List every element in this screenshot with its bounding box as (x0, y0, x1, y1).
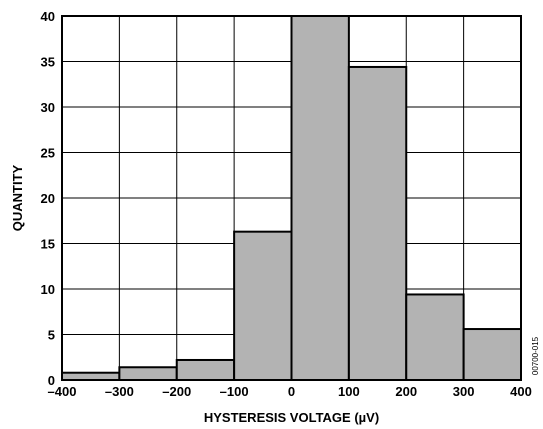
x-tick-label: 100 (338, 384, 360, 399)
y-tick-label: 30 (41, 100, 55, 115)
y-axis-title: QUANTITY (10, 164, 25, 231)
figure-id: 00700-015 (531, 336, 540, 375)
y-tick-label: 10 (41, 282, 55, 297)
histogram-bar (290, 15, 350, 381)
x-tick-label: –200 (162, 384, 191, 399)
histogram-bar (175, 358, 236, 382)
histogram-bar (462, 328, 522, 382)
histogram-bar (61, 371, 121, 382)
histogram-bar (347, 65, 408, 382)
x-tick-label: 0 (288, 384, 295, 399)
y-tick-label: 40 (41, 9, 55, 24)
x-tick-labels: –400 –300 –200 –100 0 100 200 300 400 (48, 384, 532, 399)
histogram-bar (405, 293, 465, 381)
y-tick-label: 5 (48, 328, 55, 343)
histogram-bar (118, 366, 178, 382)
y-tick-label: 15 (41, 237, 55, 252)
y-tick-label: 25 (41, 146, 55, 161)
x-axis-title: HYSTERESIS VOLTAGE (µV) (204, 410, 379, 425)
x-tick-label: 400 (510, 384, 532, 399)
x-tick-label: –100 (220, 384, 249, 399)
x-tick-label: –400 (48, 384, 77, 399)
y-tick-label: 35 (41, 55, 55, 70)
y-tick-label: 0 (48, 373, 55, 388)
x-tick-label: 200 (395, 384, 417, 399)
histogram-bar (233, 230, 293, 381)
plot-frame (61, 15, 522, 381)
y-tick-label: 20 (41, 191, 55, 206)
y-tick-labels: 0 5 10 15 20 25 30 35 40 (41, 9, 55, 388)
x-tick-label: –300 (105, 384, 134, 399)
x-tick-label: 300 (453, 384, 475, 399)
